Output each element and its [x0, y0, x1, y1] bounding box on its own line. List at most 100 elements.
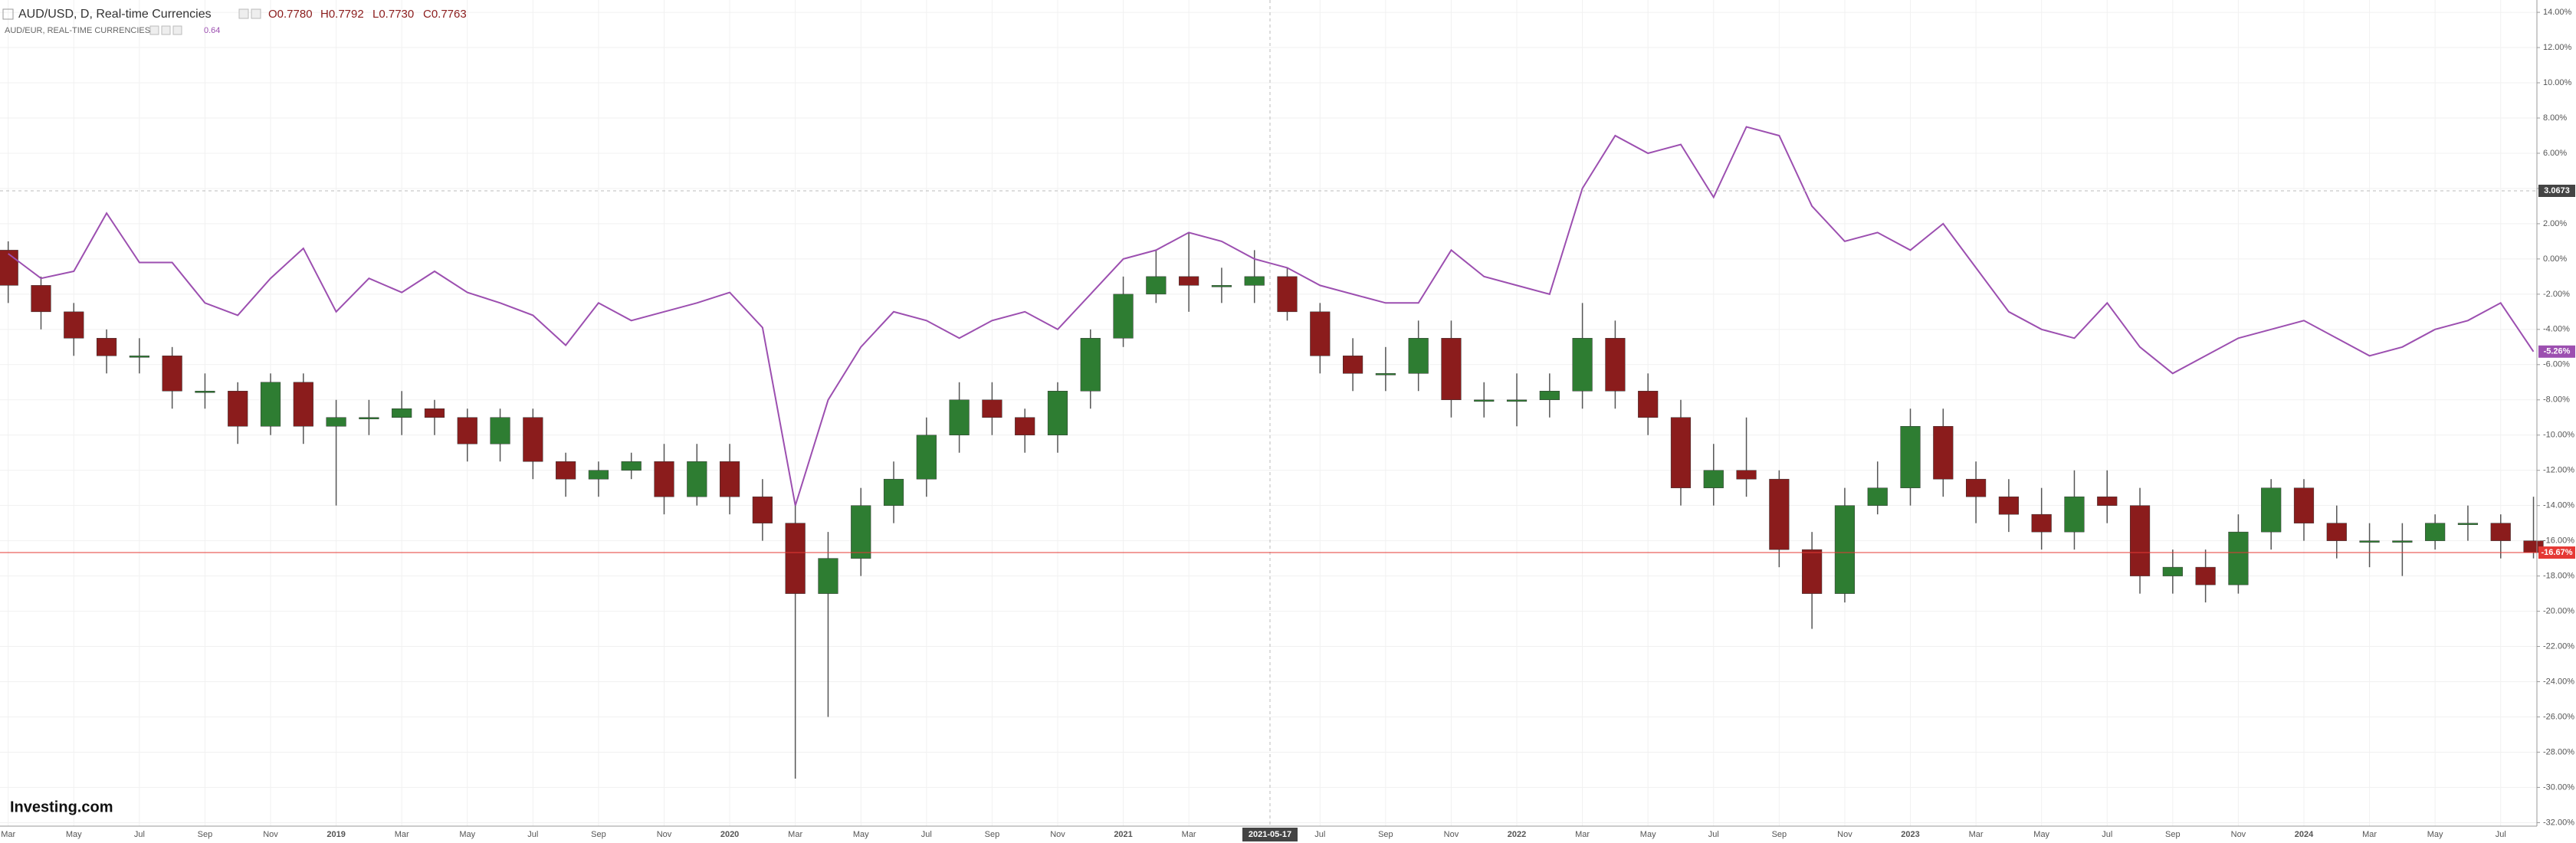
- x-tick-label: May: [2033, 830, 2049, 839]
- candle-body: [1834, 505, 1856, 594]
- x-tick-label: 2023: [1901, 830, 1919, 839]
- x-tick-label: May: [1640, 830, 1656, 839]
- candle-body: [1769, 478, 1790, 550]
- crosshair-date-box: [1242, 828, 1298, 841]
- last-value-box: [2538, 345, 2575, 358]
- y-tick-label: 14.00%: [2543, 8, 2572, 17]
- y-tick-label: 2.00%: [2543, 219, 2567, 228]
- x-tick-label: Sep: [1378, 830, 1393, 839]
- x-tick-label: May: [459, 830, 475, 839]
- y-tick-label: -20.00%: [2543, 606, 2574, 615]
- ohlc-open: O0.7780: [268, 8, 313, 21]
- remove-button[interactable]: [172, 25, 182, 35]
- settings-button[interactable]: [238, 8, 249, 19]
- plot: [0, 126, 2544, 779]
- candle-body: [2129, 505, 2151, 576]
- y-tick-label: -24.00%: [2543, 677, 2574, 686]
- candle-body: [1638, 391, 1659, 418]
- x-tick-label: Sep: [2165, 830, 2181, 839]
- candle-body: [1703, 470, 1724, 488]
- candle-body: [654, 461, 674, 497]
- last-value-box: [2538, 546, 2575, 559]
- y-tick-label: 0.00%: [2543, 254, 2567, 264]
- candle-body: [1998, 496, 2019, 515]
- crosshair-price-box: [2538, 185, 2575, 197]
- candle-body: [1474, 399, 1495, 402]
- candle-body: [2457, 523, 2479, 525]
- x-tick-label: 2020: [720, 830, 739, 839]
- candle-body: [2490, 523, 2511, 541]
- y-tick-label: -26.00%: [2543, 712, 2574, 721]
- candle-body: [883, 478, 904, 506]
- candle-body: [1113, 294, 1134, 339]
- x-tick-label: Nov: [2231, 830, 2246, 839]
- crosshair-date-label: 2021-05-17: [1249, 830, 1291, 839]
- candle-body: [818, 558, 838, 594]
- x-tick-label: Sep: [1772, 830, 1787, 839]
- x-tick-label: Mar: [1182, 830, 1196, 839]
- settings-button[interactable]: [149, 25, 159, 35]
- candle-body: [64, 311, 84, 339]
- candle-body: [31, 285, 51, 313]
- candle-body: [2064, 496, 2085, 533]
- candle-body: [1244, 276, 1265, 286]
- candle-body: [719, 461, 740, 497]
- candle-body: [1015, 417, 1035, 435]
- candle-body: [2162, 566, 2183, 576]
- candle-body: [1277, 276, 1298, 313]
- candle-body: [2425, 523, 2446, 541]
- x-tick-label: Jul: [2496, 830, 2506, 839]
- candle-body: [1047, 391, 1068, 435]
- candle-body: [1605, 338, 1626, 392]
- candle-body: [687, 461, 707, 497]
- candle-body: [2261, 487, 2282, 533]
- grid: [0, 0, 2537, 826]
- close-button[interactable]: [251, 8, 261, 19]
- x-tick-label: Jul: [921, 830, 932, 839]
- candle-body: [457, 417, 477, 444]
- collapse-button[interactable]: [2, 8, 14, 20]
- candle-body: [1211, 285, 1232, 287]
- candle-body: [490, 417, 510, 444]
- ohlc-close: C0.7763: [423, 8, 467, 21]
- candle-body: [1966, 478, 1987, 497]
- y-tick-label: -16.00%: [2543, 536, 2574, 546]
- candle-body: [1867, 487, 1888, 506]
- candle-body: [1080, 338, 1101, 392]
- candle-body: [0, 250, 18, 286]
- candle-body: [1506, 399, 1528, 402]
- x-tick-label: May: [2427, 830, 2443, 839]
- x-tick-label: Sep: [198, 830, 213, 839]
- candle-body: [1375, 373, 1396, 376]
- candle-body: [1408, 338, 1429, 374]
- last-value-label: -16.67%: [2542, 548, 2573, 557]
- ohlc-low: L0.7730: [372, 8, 414, 21]
- x-tick-label: 2022: [1508, 830, 1526, 839]
- candle-body: [2228, 531, 2249, 586]
- candle-body: [2195, 566, 2216, 586]
- candle-body: [588, 470, 609, 480]
- candle-body: [1441, 338, 1462, 401]
- candle-body: [556, 461, 576, 480]
- x-tick-label: Jul: [1314, 830, 1325, 839]
- legend-entry: AUD/EUR, REAL-TIME CURRENCIES: [5, 26, 150, 35]
- x-tick-label: Jul: [134, 830, 145, 839]
- y-tick-label: 10.00%: [2543, 78, 2572, 87]
- x-tick-label: 2019: [327, 830, 345, 839]
- candle-body: [851, 505, 871, 559]
- candle-body: [1539, 391, 1560, 401]
- candle-body: [916, 435, 937, 480]
- last-value-label: -5.26%: [2544, 347, 2571, 356]
- candle-body: [1736, 470, 1757, 480]
- y-tick-label: -28.00%: [2543, 747, 2574, 756]
- close-button[interactable]: [161, 25, 171, 35]
- y-tick-label: -10.00%: [2543, 431, 2574, 440]
- candle-body: [523, 417, 543, 462]
- candle-body: [195, 391, 215, 393]
- line-series: [8, 126, 2535, 506]
- logo: Investing.com: [10, 799, 113, 815]
- y-tick-label: -12.00%: [2543, 466, 2574, 475]
